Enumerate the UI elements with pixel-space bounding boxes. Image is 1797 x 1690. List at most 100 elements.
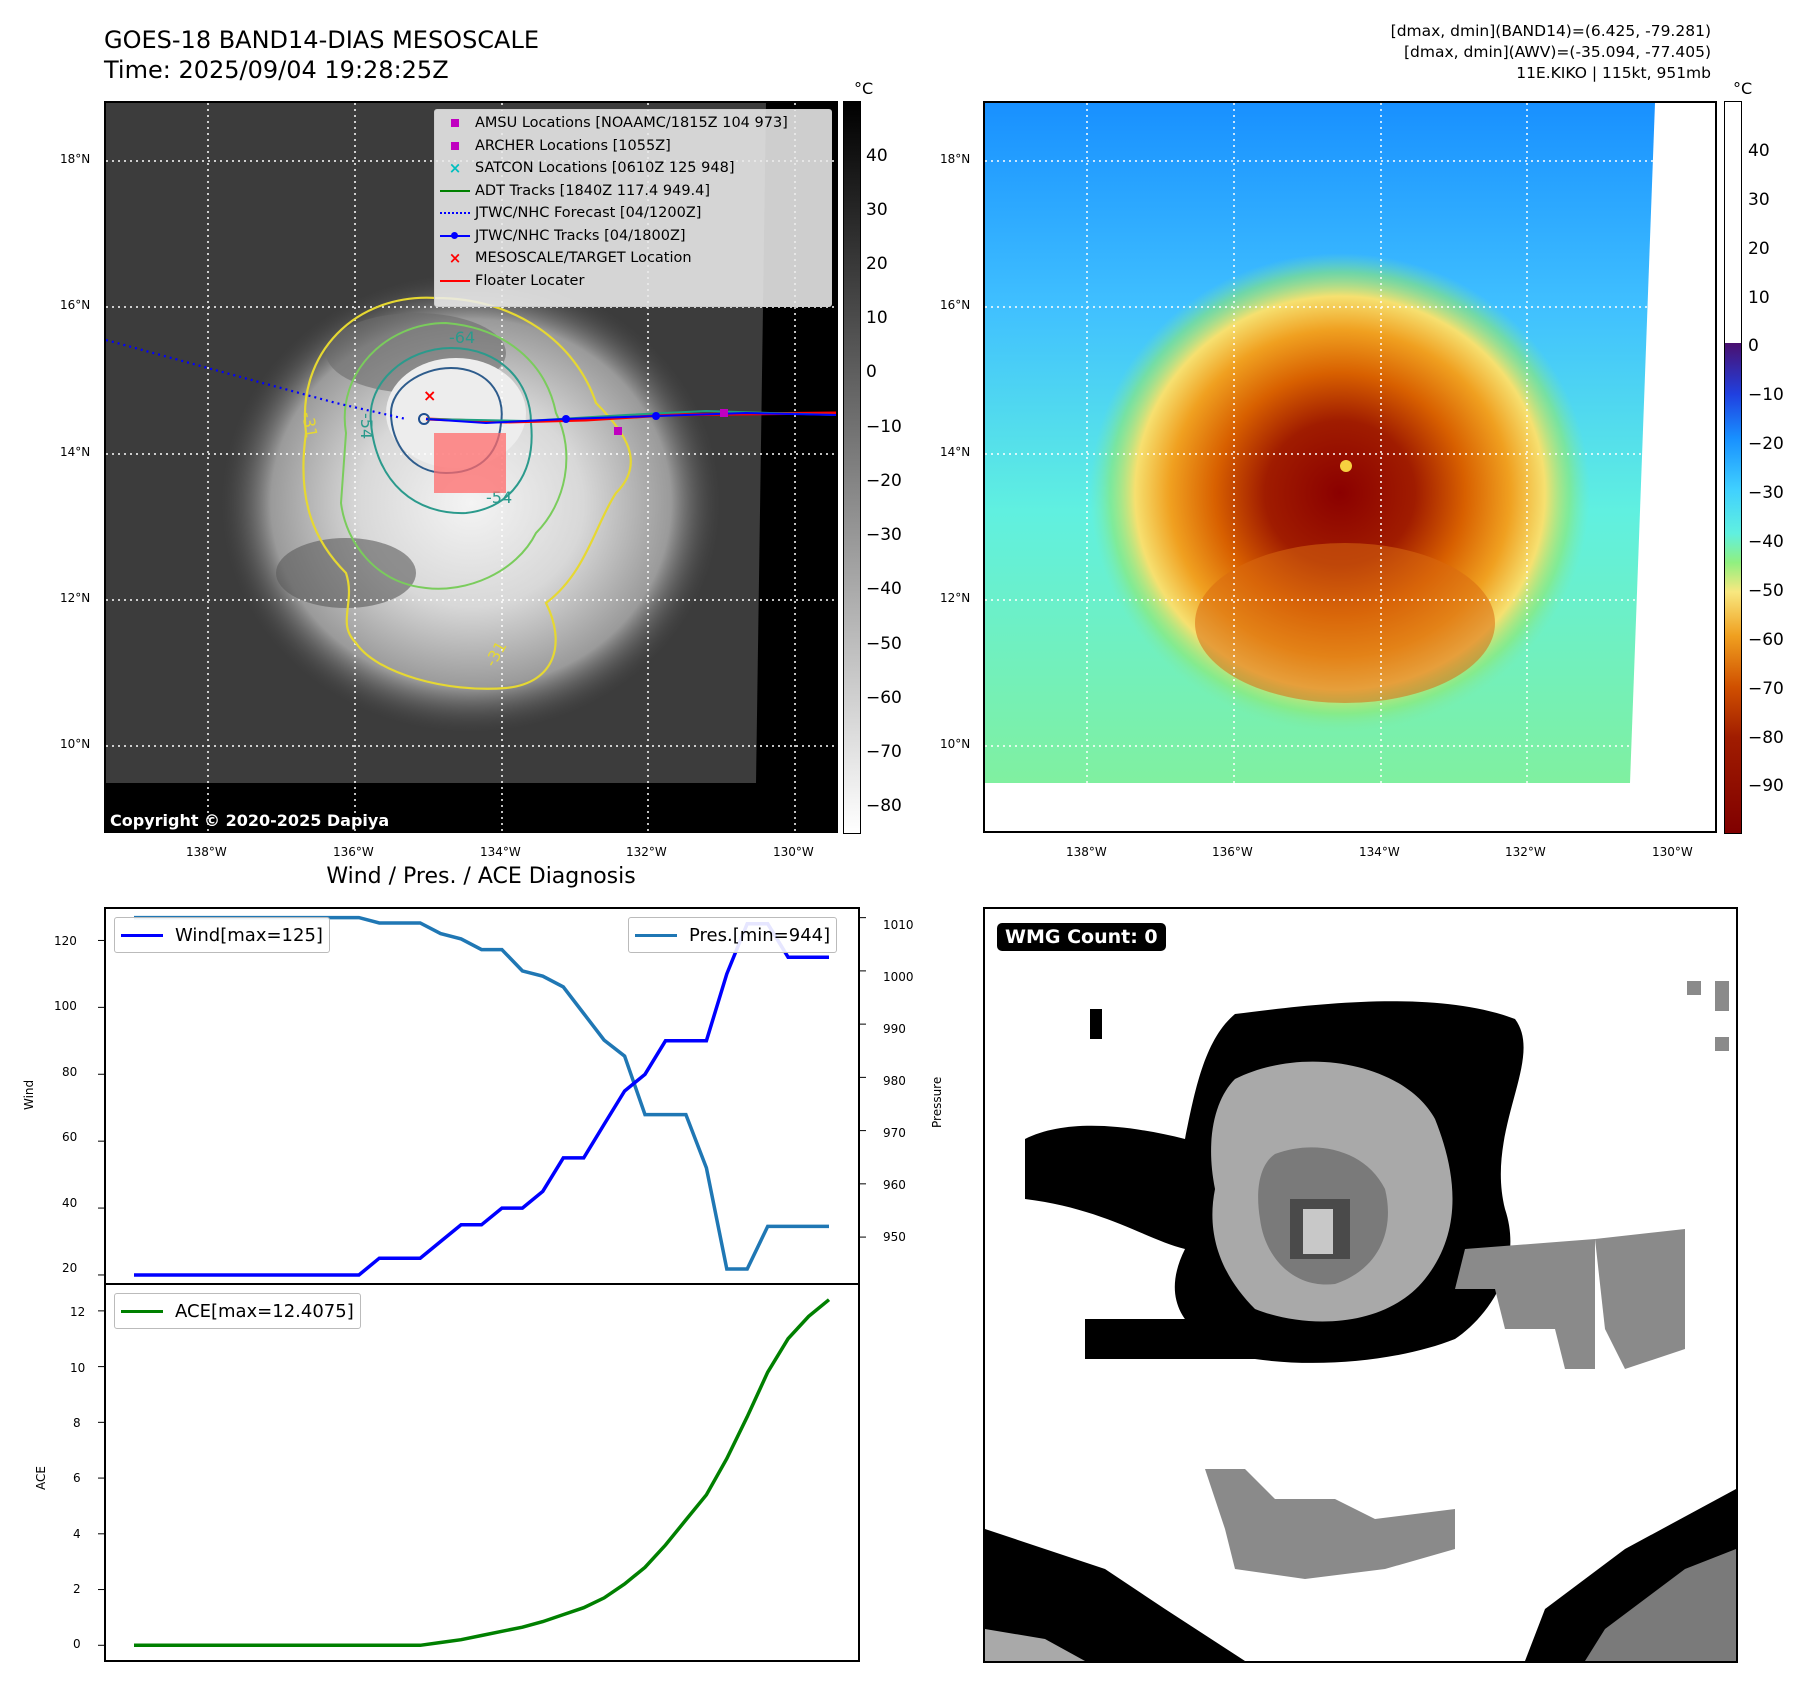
dmax-awv-info: [dmax, dmin](AWV)=(-35.094, -77.405)	[1404, 43, 1711, 61]
amsu-marker	[720, 409, 728, 417]
ace-line	[134, 1298, 831, 1648]
contour-label-2: -54	[357, 413, 376, 439]
lat-label: 12°N	[940, 591, 971, 605]
wind-legend-label: Wind[max=125]	[175, 924, 323, 946]
storm-info: 11E.KIKO | 115kt, 951mb	[1516, 64, 1711, 82]
legend-item-forecast: JTWC/NHC Forecast [04/1200Z]	[435, 202, 831, 225]
colorbar-tick: 10	[1748, 288, 1770, 308]
lat-label: 14°N	[940, 445, 971, 459]
lon-label: 130°W	[1652, 845, 1693, 859]
lat-label: 10°N	[60, 737, 91, 751]
wind-line	[134, 921, 829, 1277]
legend-label: SATCON Locations [0610Z 125 948]	[475, 160, 735, 177]
ace-tick: 4	[73, 1527, 81, 1541]
pressure-tick: 970	[883, 1126, 906, 1140]
colorbar-tick: −20	[866, 471, 902, 491]
colorbar-tick: 20	[1748, 239, 1770, 259]
legend-label: JTWC/NHC Forecast [04/1200Z]	[475, 205, 702, 222]
lat-label: 14°N	[60, 445, 91, 459]
lon-label: 136°W	[1212, 845, 1253, 859]
ace-plot	[98, 1283, 860, 1662]
legend-label: AMSU Locations [NOAAMC/1815Z 104 973]	[475, 115, 788, 132]
storm-center	[418, 413, 430, 425]
colorbar-tick: 20	[866, 254, 888, 274]
legend-item-archer: ARCHER Locations [1055Z]	[435, 135, 831, 158]
contour-inner	[369, 346, 533, 515]
lat-label: 10°N	[940, 737, 971, 751]
lon-label: 132°W	[626, 845, 667, 859]
square-marker-icon	[451, 119, 459, 128]
dotted-line-icon	[440, 212, 470, 215]
legend-item-mesoscale: × MESOSCALE/TARGET Location	[435, 247, 831, 270]
legend-item-satcon: × SATCON Locations [0610Z 125 948]	[435, 157, 831, 180]
lat-label: 18°N	[940, 152, 971, 166]
pressure-tick: 990	[883, 1022, 906, 1036]
pressure-tick: 1010	[883, 918, 914, 932]
ir-color-enhanced-map	[983, 101, 1717, 833]
contour-mid	[339, 321, 568, 590]
enhanced-colorbar	[1724, 101, 1742, 834]
lon-label: 134°W	[1359, 845, 1400, 859]
legend-label: Floater Locater	[475, 272, 585, 289]
lat-label: 16°N	[940, 298, 971, 312]
colorbar-tick: −60	[1748, 630, 1784, 650]
line-icon	[440, 189, 470, 192]
mesoscale-target-marker: ×	[423, 386, 436, 405]
jtwc-track	[425, 411, 836, 425]
colorbar-tick: −80	[866, 796, 902, 816]
lon-label: 138°W	[1066, 845, 1107, 859]
colorbar-tick: 40	[1748, 141, 1770, 161]
wind-tick: 20	[62, 1261, 78, 1275]
square-marker-icon	[451, 141, 459, 150]
pressure-legend-label: Pres.[min=944]	[689, 924, 831, 946]
wmg-count-badge: WMG Count: 0	[997, 923, 1166, 951]
colorbar-tick: −60	[866, 688, 902, 708]
colorbar-unit-right: °C	[1733, 79, 1753, 98]
wind-tick: 40	[62, 1196, 78, 1210]
map-gridlines	[985, 103, 1715, 831]
colorbar-tick: 40	[866, 146, 888, 166]
legend-label: JTWC/NHC Tracks [04/1800Z]	[475, 227, 686, 244]
lat-label: 12°N	[60, 591, 91, 605]
lat-label: 16°N	[60, 298, 91, 312]
ace-tick: 10	[70, 1361, 86, 1375]
jtwc-track-point	[652, 412, 660, 420]
wind-legend: Wind[max=125]	[114, 917, 330, 953]
wmg-classification-map: WMG Count: 0	[983, 907, 1738, 1663]
contour-label-1: -64	[449, 328, 475, 347]
jtwc-track-point	[562, 415, 570, 423]
lat-label: 18°N	[60, 152, 91, 166]
figure-title-line1: GOES-18 BAND14-DIAS MESOSCALE	[104, 26, 540, 54]
pressure-tick: 950	[883, 1230, 906, 1244]
legend-label: ARCHER Locations [1055Z]	[475, 137, 671, 154]
ace-axis-label: ACE	[34, 1466, 48, 1490]
pressure-axis-label: Pressure	[930, 1076, 944, 1128]
forecast-track	[106, 338, 407, 421]
dmax-band14-info: [dmax, dmin](BAND14)=(6.425, -79.281)	[1390, 22, 1711, 40]
line-icon	[121, 1309, 163, 1313]
ace-legend-label: ACE[max=12.4075]	[175, 1300, 354, 1322]
legend-item-amsu: AMSU Locations [NOAAMC/1815Z 104 973]	[435, 112, 831, 135]
pressure-tick: 960	[883, 1178, 906, 1192]
archer-marker	[614, 427, 622, 435]
lon-label: 138°W	[186, 845, 227, 859]
colorbar-tick: 0	[1748, 336, 1759, 356]
colorbar-tick: −40	[1748, 532, 1784, 552]
colorbar-unit-left: °C	[854, 79, 874, 98]
wind-tick: 120	[54, 934, 77, 948]
colorbar-tick: −80	[1748, 728, 1784, 748]
wind-tick: 80	[62, 1065, 78, 1079]
wind-tick: 60	[62, 1130, 78, 1144]
ace-tick: 0	[73, 1637, 81, 1651]
legend-item-adt: ADT Tracks [1840Z 117.4 949.4]	[435, 180, 831, 203]
ace-legend: ACE[max=12.4075]	[114, 1293, 361, 1329]
pressure-legend: Pres.[min=944]	[628, 917, 838, 953]
wmg-eye	[1303, 1209, 1333, 1254]
copyright-label: Copyright © 2020-2025 Dapiya	[110, 811, 390, 830]
x-marker-icon: ×	[448, 249, 462, 268]
colorbar-tick: −30	[866, 525, 902, 545]
figure-title-line2: Time: 2025/09/04 19:28:25Z	[104, 56, 449, 84]
diagnosis-title: Wind / Pres. / ACE Diagnosis	[326, 864, 636, 889]
legend-label: ADT Tracks [1840Z 117.4 949.4]	[475, 182, 711, 199]
line-icon	[635, 933, 677, 937]
